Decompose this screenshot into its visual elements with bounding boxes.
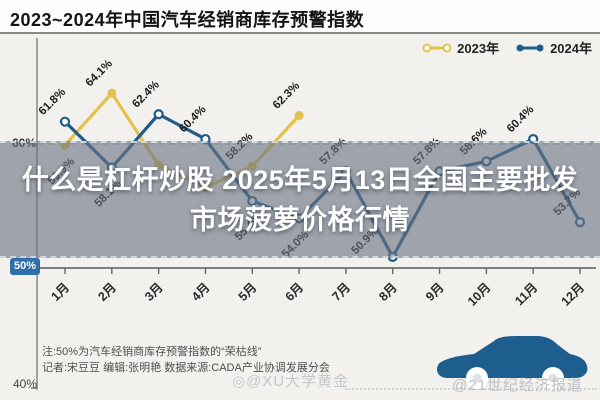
dotted-baseline-decoration bbox=[345, 388, 597, 390]
x-tick-label: 10月 bbox=[465, 280, 494, 309]
x-tick-label: 6月 bbox=[283, 280, 307, 304]
data-point-label: 60.4% bbox=[505, 104, 537, 136]
data-point bbox=[294, 110, 304, 120]
legend-2023-label: 2023年 bbox=[457, 41, 500, 56]
data-point-label: 62.3% bbox=[271, 80, 303, 112]
legend-2024-label: 2024年 bbox=[550, 41, 592, 56]
center-watermark: ◎@XU大学黄金 bbox=[232, 373, 350, 390]
x-tick-label: 7月 bbox=[329, 280, 353, 304]
data-point-label: 61.8% bbox=[37, 86, 69, 118]
publisher-watermark: @21世纪经济报道 bbox=[452, 377, 583, 394]
x-tick-label: 1月 bbox=[48, 280, 72, 304]
footnote-baseline: 注:50%为汽车经销商库存预警指数的“荣枯线” bbox=[42, 346, 262, 358]
footnote-credits: 记者:宋豆豆 编辑:张明艳 数据来源:CADA产业协调发展分会 bbox=[42, 362, 330, 374]
y-axis-label-40: 40% bbox=[13, 377, 38, 391]
x-tick-label: 4月 bbox=[189, 280, 213, 304]
headline-line-1: 什么是杠杆炒股 2025年5月13日全国主要批发 bbox=[21, 164, 579, 195]
legend-2024-line-icon bbox=[516, 44, 544, 51]
x-tick-label: 9月 bbox=[423, 280, 447, 304]
chart-legend: 2023年 2024年 bbox=[422, 38, 592, 57]
headline-line-2: 市场菠萝价格行情 bbox=[190, 204, 410, 235]
car-icon bbox=[437, 336, 588, 389]
data-point bbox=[107, 88, 117, 98]
x-tick-label: 5月 bbox=[236, 280, 260, 304]
data-point bbox=[153, 109, 164, 120]
data-point-label: 60.4% bbox=[177, 104, 209, 136]
legend-item-2024: 2024年 bbox=[515, 38, 592, 57]
x-tick-label: 3月 bbox=[142, 280, 166, 304]
chart-title: 2023~2024年中国汽车经销商库存预警指数 bbox=[10, 10, 365, 30]
x-tick-label: 8月 bbox=[376, 280, 400, 304]
x-tick-label: 12月 bbox=[559, 280, 588, 309]
legend-2023-line-icon bbox=[422, 43, 452, 52]
x-tick-label: 11月 bbox=[512, 280, 540, 308]
data-point-label: 62.4% bbox=[130, 79, 162, 111]
x-tick-label: 2月 bbox=[95, 280, 119, 304]
headline-overlay-banner: 什么是杠杆炒股 2025年5月13日全国主要批发 市场菠萝价格行情 bbox=[0, 141, 600, 258]
legend-item-2023: 2023年 bbox=[422, 38, 499, 57]
y-axis-label-50-badge: 50% bbox=[10, 258, 40, 275]
data-point bbox=[59, 116, 71, 127]
data-point-label: 64.1% bbox=[83, 58, 115, 90]
title-bar: 2023~2024年中国汽车经销商库存预警指数 bbox=[0, 0, 600, 34]
